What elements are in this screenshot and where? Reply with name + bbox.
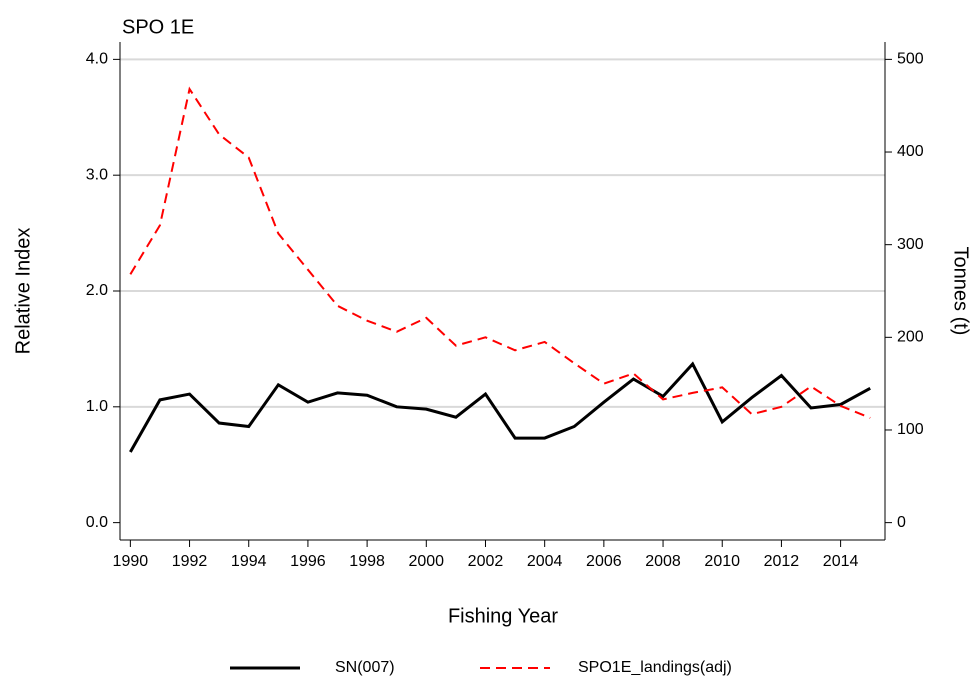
y2-axis-label: Tonnes (t)	[950, 247, 972, 336]
x-tick-label: 1990	[113, 553, 149, 570]
x-tick-label: 1996	[290, 553, 326, 570]
y-tick-label: 3.0	[86, 166, 108, 183]
x-tick-label: 2004	[527, 553, 563, 570]
y2-tick-label: 400	[897, 143, 924, 160]
x-tick-label: 1994	[231, 553, 267, 570]
y-tick-label: 1.0	[86, 398, 108, 415]
y2-tick-label: 0	[897, 514, 906, 531]
legend-label: SN(007)	[335, 659, 395, 676]
y-tick-label: 0.0	[86, 514, 108, 531]
y2-tick-label: 100	[897, 421, 924, 438]
x-tick-label: 2010	[704, 553, 740, 570]
x-axis-label: Fishing Year	[448, 605, 558, 627]
y-tick-label: 2.0	[86, 282, 108, 299]
y2-tick-label: 500	[897, 51, 924, 68]
x-tick-label: 1992	[172, 553, 208, 570]
x-tick-label: 2002	[468, 553, 504, 570]
y2-tick-label: 200	[897, 329, 924, 346]
x-tick-label: 2012	[764, 553, 800, 570]
y-tick-label: 4.0	[86, 51, 108, 68]
legend-label: SPO1E_landings(adj)	[578, 659, 732, 676]
x-tick-label: 2006	[586, 553, 622, 570]
data-line	[129, 86, 871, 419]
x-tick-label: 2000	[408, 553, 444, 570]
y-axis-label: Relative Index	[12, 228, 34, 355]
x-tick-label: 1998	[349, 553, 385, 570]
data-line	[129, 361, 871, 453]
chart-title: SPO 1E	[122, 16, 194, 38]
y2-tick-label: 300	[897, 236, 924, 253]
x-tick-label: 2014	[823, 553, 859, 570]
x-tick-label: 2008	[645, 553, 681, 570]
